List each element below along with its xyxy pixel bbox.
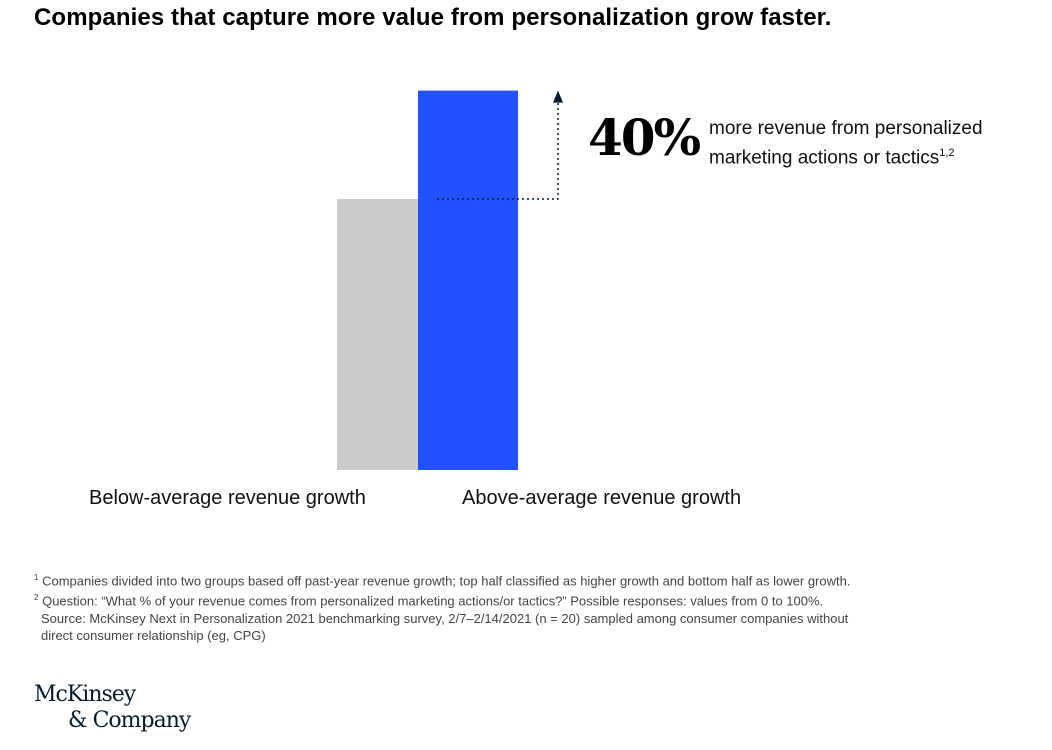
source-line-2: direct consumer relationship (eg, CPG) [41,627,266,643]
source-line-1: Source: McKinsey Next in Personalization… [41,610,849,626]
arrow-up-icon [553,90,563,103]
logo-line-2: & Company [68,708,191,733]
annotation-line1: more revenue from personalized [709,118,983,139]
mckinsey-logo: McKinsey & Company [34,682,191,734]
annotation-value: 40% [588,108,701,167]
footnote-2-mark: 2 [34,593,39,603]
bar-chart [337,90,563,470]
footnote-1: Companies divided into two groups based … [42,573,851,589]
chart-title: Companies that capture more value from p… [34,4,832,31]
difference-connector-line [437,98,559,200]
logo-line-1: McKinsey [34,682,136,707]
annotation-line2: marketing actions or tactics [709,147,940,169]
bar-above-average [418,90,518,470]
category-label-above: Above-average revenue growth [462,487,742,509]
annotation-footnote-refs: 1,2 [939,147,955,159]
annotation-text: more revenue from personalized marketing… [709,116,983,170]
category-label-below: Below-average revenue growth [89,487,366,509]
footnote-1-mark: 1 [34,573,39,582]
footnote-2: Question: “What % of your revenue comes … [42,593,824,609]
footnotes: 1 Companies divided into two groups base… [34,569,994,644]
